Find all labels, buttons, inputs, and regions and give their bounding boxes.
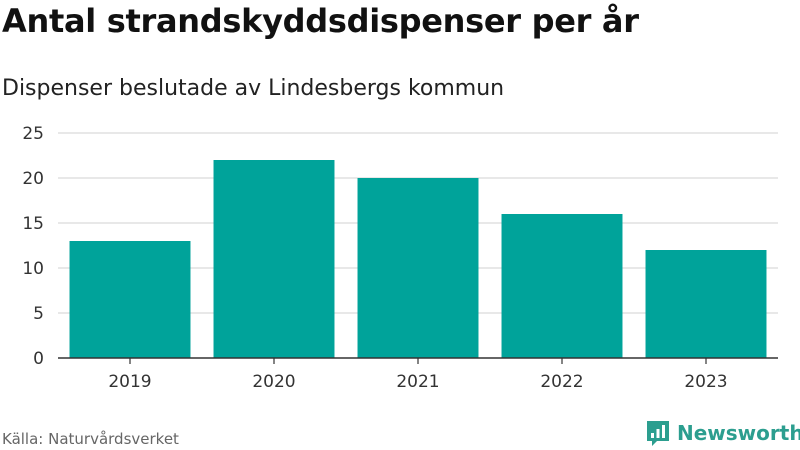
x-tick-label: 2020	[252, 372, 295, 392]
y-tick-label: 5	[33, 304, 44, 324]
y-tick-label: 15	[22, 214, 44, 234]
bar-2021	[357, 178, 479, 358]
y-tick-label: 0	[33, 349, 44, 369]
brand-logo[interactable]: Newsworthy	[645, 419, 800, 447]
bar-2019	[69, 241, 191, 358]
x-tick-label: 2022	[540, 372, 583, 392]
y-tick-label: 25	[22, 124, 44, 144]
bar-2023	[645, 250, 767, 358]
source-note: Källa: Naturvårdsverket	[2, 430, 179, 448]
bar-2020	[213, 160, 335, 358]
brand-name: Newsworthy	[677, 421, 800, 445]
y-tick-label: 20	[22, 169, 44, 189]
y-tick-label: 10	[22, 259, 44, 279]
x-tick-label: 2023	[684, 372, 727, 392]
bar-2022	[501, 214, 623, 358]
chart-title: Antal strandskyddsdispenser per år	[2, 2, 639, 40]
newsworthy-logo-icon	[647, 421, 669, 446]
x-tick-label: 2019	[108, 372, 151, 392]
chart-subtitle: Dispenser beslutade av Lindesbergs kommu…	[2, 76, 505, 101]
x-tick-label: 2021	[396, 372, 439, 392]
